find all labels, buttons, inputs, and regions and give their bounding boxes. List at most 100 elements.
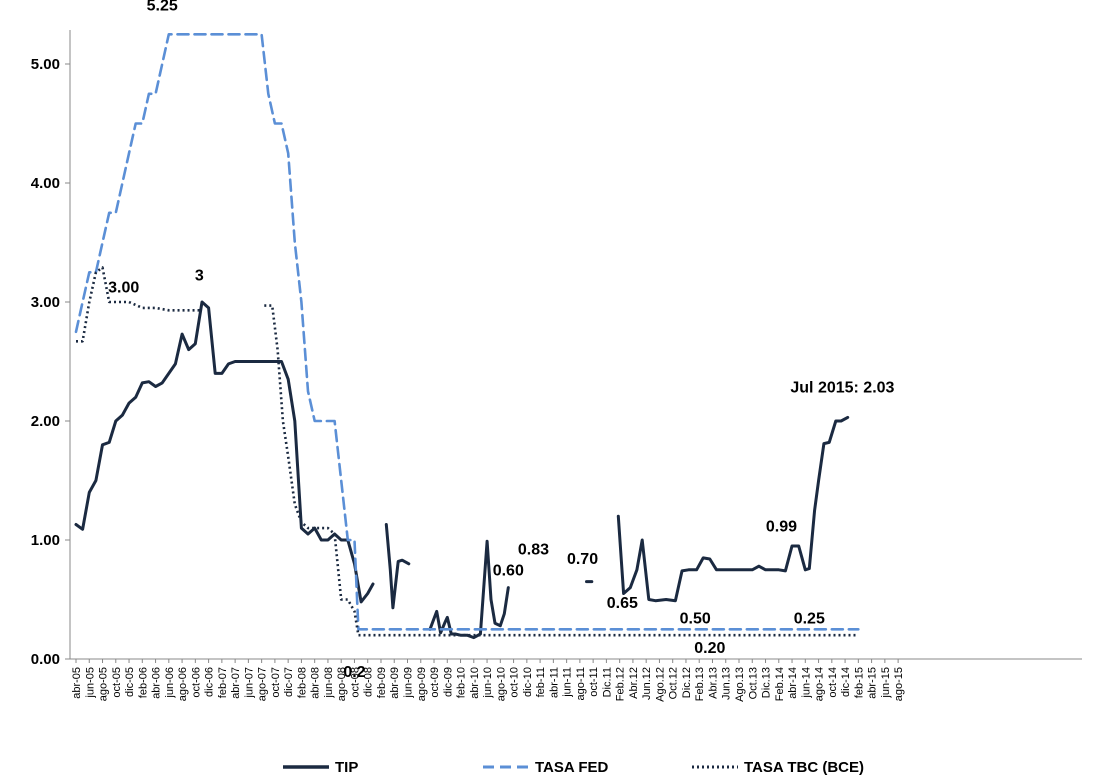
x-tick-label: jun-10	[482, 667, 494, 699]
x-tick-label: ago-09	[416, 667, 428, 701]
x-tick-label: oct-14	[827, 667, 839, 698]
x-tick-label: abr-05	[71, 667, 83, 699]
x-tick-label: abr-10	[469, 667, 481, 699]
x-tick-label: oct-10	[509, 667, 521, 698]
series-line-segment	[428, 539, 510, 640]
x-tick-label: Dic.12	[681, 667, 693, 698]
legend-label: TIP	[335, 759, 358, 776]
x-tick-label: dic-10	[522, 667, 534, 697]
x-tick-label: jun-05	[84, 667, 96, 699]
x-tick-label: dic-06	[204, 667, 216, 697]
x-tick-label: Feb.14	[774, 667, 786, 701]
x-tick-label: oct-08	[349, 667, 361, 698]
y-axis: 0.00 1.00 2.00 3.00 4.00 5.00	[31, 30, 71, 668]
data-label: 0.25	[794, 610, 825, 627]
x-tick-label: oct-09	[429, 667, 441, 698]
series-tasa-tbc-bce	[76, 266, 859, 637]
x-tick-label: Ago.13	[734, 667, 746, 702]
series-line-segment	[384, 523, 411, 610]
x-tick-label: dic-14	[840, 667, 852, 697]
x-tick-label: Feb.13	[694, 667, 706, 701]
x-tick-label: Ago.12	[654, 667, 666, 702]
y-tick-label: 1.00	[31, 532, 60, 549]
data-label: 0.70	[567, 551, 598, 568]
x-tick-label: ago-14	[814, 667, 826, 701]
x-tick-label: feb-10	[456, 667, 468, 698]
x-tick-label: dic-07	[283, 667, 295, 697]
x-tick-label: abr-06	[151, 667, 163, 699]
x-tick-label: abr-15	[867, 667, 879, 699]
x-tick-label: feb-15	[853, 667, 865, 698]
x-tick-label: Abr.13	[707, 667, 719, 699]
series-line-segment	[264, 304, 859, 637]
x-tick-label: Dic.13	[761, 667, 773, 698]
x-tick-label: ago-08	[336, 667, 348, 701]
series-tip	[74, 300, 850, 640]
x-tick-label: ago-07	[257, 667, 269, 701]
data-annotations: 5.25 3 3.00 0.2 0.60 0.83 0.70 0.65 0.50 0.25 0.20…	[108, 0, 894, 681]
data-label: 0.60	[493, 563, 524, 580]
x-tick-label: Jun.13	[721, 667, 733, 700]
data-label: 0.83	[518, 541, 549, 558]
y-tick-label: 0.00	[31, 651, 60, 668]
x-tick-label: abr-07	[230, 667, 242, 699]
data-label: 0.50	[680, 610, 711, 627]
data-label: 0.2	[343, 664, 365, 681]
x-tick-label: jun-09	[403, 667, 415, 699]
x-tick-label: feb-09	[376, 667, 388, 698]
x-tick-label: jun-07	[243, 667, 255, 699]
x-axis: abr-05 jun-05 ago-05 oct-05 dic-05 feb-06 abr-…	[70, 658, 1082, 702]
x-tick-label: jun-14	[800, 667, 812, 699]
data-label: 3.00	[108, 279, 139, 296]
y-tick-label: 2.00	[31, 413, 60, 430]
x-tick-label: feb-07	[217, 667, 229, 698]
x-tick-label: jun-15	[880, 667, 892, 699]
x-tick-label: oct-06	[190, 667, 202, 698]
x-tick-label: ago-11	[575, 667, 587, 700]
data-label: 0.99	[766, 519, 797, 536]
x-tick-label: dic-05	[124, 667, 136, 697]
x-tick-label: ago-06	[177, 667, 189, 701]
x-tick-label: abr-14	[787, 667, 799, 699]
data-label: 5.25	[147, 0, 178, 14]
x-tick-label: oct-11	[588, 667, 600, 697]
x-tick-label: Dic.11	[601, 667, 613, 697]
legend: TIP TASA FED TASA TBC (BCE)	[283, 759, 864, 776]
x-tick-label: jun-11	[562, 667, 574, 698]
x-tick-label: Oct.13	[747, 667, 759, 699]
x-tick-label: jun-06	[164, 667, 176, 699]
x-tick-label: jun-08	[323, 667, 335, 699]
x-tick-label: feb-11	[535, 667, 547, 697]
y-tick-label: 4.00	[31, 175, 60, 192]
legend-label: TASA TBC (BCE)	[744, 759, 864, 776]
series-line-segment	[74, 300, 375, 604]
x-tick-label: ago-15	[893, 667, 905, 701]
x-tick-label: feb-06	[137, 667, 149, 698]
series-line-segment	[74, 33, 860, 631]
series-tasa-fed	[74, 33, 860, 631]
x-tick-label: Abr.12	[628, 667, 640, 699]
data-label: 0.20	[694, 640, 725, 657]
series-line-segment	[76, 266, 202, 343]
series-lines	[74, 33, 860, 640]
data-label: Jul 2015: 2.03	[790, 379, 894, 396]
x-tick-label: Jun.12	[641, 667, 653, 700]
series-line-segment	[616, 415, 850, 603]
data-label: 3	[195, 268, 204, 285]
x-tick-label: Feb.12	[615, 667, 627, 701]
data-label: 0.65	[607, 595, 638, 612]
x-tick-label: abr-11	[548, 667, 560, 698]
x-tick-label: ago-05	[98, 667, 110, 701]
x-tick-label: abr-08	[310, 667, 322, 699]
legend-label: TASA FED	[535, 759, 608, 776]
x-tick-label: oct-05	[111, 667, 123, 698]
y-tick-label: 5.00	[31, 56, 60, 73]
x-tick-label: Oct.12	[668, 667, 680, 699]
x-tick-label: feb-08	[296, 667, 308, 698]
x-tick-label: dic-08	[363, 667, 375, 697]
y-tick-label: 3.00	[31, 294, 60, 311]
x-tick-label: abr-09	[389, 667, 401, 699]
x-tick-label: oct-07	[270, 667, 282, 698]
